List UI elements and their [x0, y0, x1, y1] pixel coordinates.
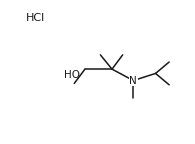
Text: HO: HO — [64, 70, 80, 80]
Text: HCl: HCl — [26, 13, 45, 23]
Text: N: N — [129, 76, 137, 86]
